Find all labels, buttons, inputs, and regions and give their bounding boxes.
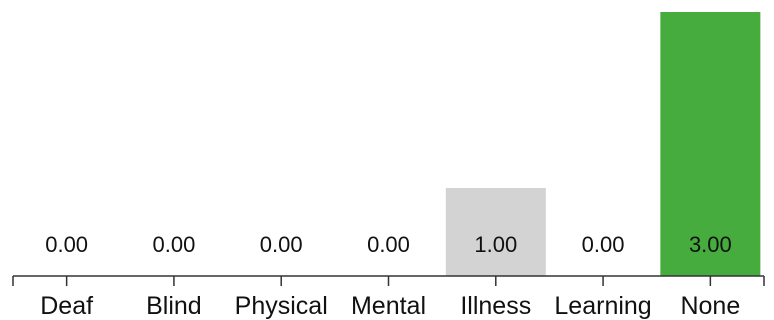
- value-label-none: 3.00: [689, 232, 732, 257]
- category-label-deaf: Deaf: [40, 292, 93, 320]
- category-label-none: None: [680, 292, 740, 320]
- value-label-illness: 1.00: [474, 232, 517, 257]
- category-label-physical: Physical: [235, 292, 328, 320]
- value-label-deaf: 0.00: [45, 232, 88, 257]
- category-label-illness: Illness: [460, 292, 531, 320]
- bar-none: [660, 12, 761, 276]
- value-label-learning: 0.00: [582, 232, 625, 257]
- value-labels-group: 0.00 0.00 0.00 0.00 1.00 0.00 3.00: [45, 232, 732, 257]
- value-label-mental: 0.00: [367, 232, 410, 257]
- value-label-blind: 0.00: [153, 232, 196, 257]
- bars-group: [445, 12, 761, 276]
- category-label-learning: Learning: [554, 292, 651, 320]
- bar-illness: [445, 188, 546, 276]
- category-label-mental: Mental: [351, 292, 426, 320]
- category-label-blind: Blind: [146, 292, 202, 320]
- x-axis-tick-labels: Deaf Blind Physical Mental Illness Learning No…: [40, 292, 740, 320]
- x-axis-ticks: [12, 276, 765, 286]
- value-label-physical: 0.00: [260, 232, 303, 257]
